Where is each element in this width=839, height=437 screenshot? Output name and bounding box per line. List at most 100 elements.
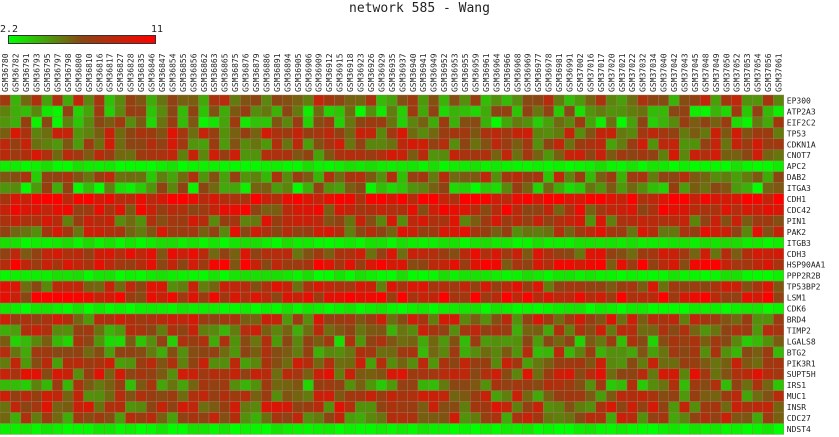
heatmap-cell bbox=[271, 193, 283, 205]
heatmap-cell bbox=[62, 182, 74, 194]
heatmap-cell bbox=[773, 291, 784, 304]
heatmap-cell bbox=[62, 291, 74, 304]
heatmap-cell bbox=[365, 182, 377, 194]
heatmap-cell bbox=[773, 423, 784, 435]
heatmap-cell bbox=[292, 270, 304, 282]
heatmap-cell bbox=[699, 94, 711, 107]
heatmap-cell bbox=[52, 412, 63, 424]
heatmap-cell bbox=[752, 182, 764, 194]
heatmap-cell bbox=[135, 259, 147, 271]
heatmap-cell bbox=[281, 346, 293, 359]
heatmap-cell bbox=[658, 237, 669, 249]
heatmap-cell bbox=[522, 335, 534, 348]
heatmap-cell bbox=[240, 94, 252, 107]
heatmap-cell bbox=[146, 204, 157, 216]
heatmap-cell bbox=[240, 280, 252, 293]
heatmap-cell bbox=[344, 237, 356, 249]
heatmap-cell bbox=[365, 116, 377, 129]
heatmap-cell bbox=[323, 280, 335, 293]
heatmap-cell bbox=[480, 127, 492, 139]
heatmap-cell bbox=[62, 313, 74, 326]
heatmap-cell bbox=[574, 182, 586, 194]
heatmap-cell bbox=[261, 237, 272, 249]
heatmap-cell bbox=[658, 127, 669, 139]
heatmap-cell bbox=[10, 259, 22, 271]
heatmap-cell bbox=[261, 412, 272, 424]
heatmap-cell bbox=[741, 302, 753, 315]
heatmap-cell bbox=[187, 357, 199, 369]
heatmap-cell bbox=[177, 116, 189, 129]
heatmap-cell bbox=[104, 116, 116, 129]
heatmap-cell bbox=[323, 346, 335, 359]
heatmap-cell bbox=[595, 237, 607, 249]
heatmap-cell bbox=[762, 401, 774, 413]
heatmap-cell bbox=[0, 116, 11, 129]
heatmap-cell bbox=[407, 357, 419, 369]
heatmap-cell bbox=[313, 390, 325, 402]
heatmap-cell bbox=[585, 138, 596, 150]
heatmap-cell bbox=[616, 324, 628, 337]
heatmap-cell bbox=[177, 171, 189, 183]
heatmap-cell bbox=[511, 379, 523, 391]
heatmap-cell bbox=[470, 291, 481, 304]
column-label: GSM37049 bbox=[712, 53, 721, 92]
heatmap-cell bbox=[490, 215, 502, 227]
heatmap-cell bbox=[490, 193, 502, 205]
heatmap-cell bbox=[490, 94, 502, 107]
heatmap-cell bbox=[146, 357, 157, 369]
heatmap-cell bbox=[323, 237, 335, 249]
heatmap-cell bbox=[229, 412, 241, 424]
heatmap-cell bbox=[177, 401, 189, 413]
heatmap-cell bbox=[125, 215, 137, 227]
heatmap-cell bbox=[773, 127, 784, 139]
heatmap-cell bbox=[146, 379, 157, 391]
heatmap-cell bbox=[553, 259, 565, 271]
heatmap-cell bbox=[104, 302, 116, 315]
heatmap-cell bbox=[146, 226, 157, 238]
column-label: GSM36891 bbox=[273, 53, 282, 92]
heatmap-cell bbox=[177, 324, 189, 337]
heatmap-cell bbox=[302, 259, 314, 271]
heatmap-cell bbox=[459, 270, 471, 282]
column-label: GSM36795 bbox=[43, 53, 52, 92]
heatmap-cell bbox=[114, 357, 126, 369]
heatmap-cell bbox=[302, 215, 314, 227]
heatmap-cell bbox=[365, 94, 377, 107]
heatmap-cell bbox=[31, 116, 43, 129]
heatmap-cell bbox=[511, 226, 523, 238]
heatmap-cell bbox=[480, 248, 492, 260]
heatmap-cell bbox=[313, 127, 325, 139]
heatmap-cell bbox=[72, 346, 84, 359]
heatmap-cell bbox=[365, 401, 377, 413]
heatmap-cell bbox=[376, 291, 387, 304]
heatmap-cell bbox=[689, 248, 701, 260]
heatmap-cell bbox=[710, 160, 722, 172]
heatmap-cell bbox=[773, 182, 784, 194]
heatmap-cell bbox=[31, 324, 43, 337]
heatmap-cell bbox=[522, 248, 534, 260]
heatmap-cell bbox=[574, 291, 586, 304]
heatmap-cell bbox=[156, 193, 168, 205]
heatmap-cell bbox=[261, 335, 272, 348]
heatmap-cell bbox=[511, 346, 523, 359]
heatmap-cell bbox=[396, 280, 408, 293]
heatmap-cell bbox=[292, 357, 304, 369]
heatmap-cell bbox=[156, 204, 168, 216]
heatmap-cell bbox=[605, 368, 617, 380]
heatmap-cell bbox=[626, 423, 638, 435]
heatmap-cell bbox=[699, 313, 711, 326]
heatmap-cell bbox=[585, 423, 596, 435]
heatmap-cell bbox=[52, 368, 63, 380]
heatmap-cell bbox=[62, 160, 74, 172]
heatmap-cell bbox=[731, 215, 743, 227]
heatmap-cell bbox=[564, 401, 575, 413]
heatmap-cell bbox=[31, 226, 43, 238]
heatmap-cell bbox=[762, 280, 774, 293]
heatmap-cell bbox=[31, 423, 43, 435]
heatmap-cell bbox=[417, 105, 429, 118]
heatmap-cell bbox=[20, 346, 32, 359]
heatmap-cell bbox=[490, 357, 502, 369]
heatmap-cell bbox=[292, 149, 304, 161]
heatmap-cell bbox=[93, 368, 105, 380]
heatmap-cell bbox=[532, 412, 544, 424]
